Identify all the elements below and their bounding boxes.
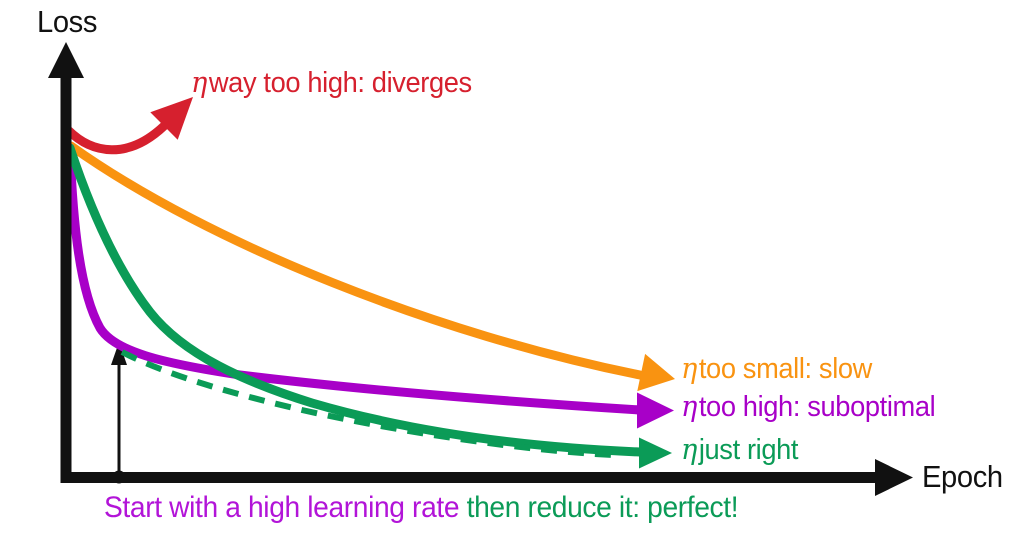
label-just-right-text: just right [698, 434, 799, 466]
curve-too-small-arrowhead [637, 353, 675, 392]
eta-symbol: η [681, 432, 697, 466]
eta-symbol: η [681, 389, 697, 423]
y-axis-label: Loss [37, 4, 98, 39]
x-axis [61, 459, 913, 496]
curve-reduce-lr-dashed [120, 349, 613, 458]
eta-symbol: η [681, 351, 697, 385]
caption-part2: then reduce it: perfect! [466, 491, 739, 524]
label-diverges-text: way too high: diverges [208, 67, 472, 99]
curve-too-high [65, 143, 645, 415]
label-too-small: ηtoo small: slow [681, 353, 872, 384]
label-too-small-text: too small: slow [698, 353, 872, 385]
curve-too-high-arrowhead [637, 392, 674, 429]
curve-just-right [65, 143, 645, 457]
eta-symbol: η [191, 65, 207, 99]
curve-diverges-arrowhead [150, 97, 193, 140]
label-just-right: ηjust right [681, 434, 798, 465]
caption-part1: Start with a high learning rate [104, 491, 467, 524]
label-too-high: ηtoo high: suboptimal [681, 389, 936, 423]
curve-just-right-arrowhead [639, 437, 672, 469]
x-axis-label: Epoch [922, 459, 1003, 494]
caption-pointer-arrow [111, 342, 127, 484]
label-too-high-text: too high: suboptimal [698, 391, 936, 423]
caption: Start with a high learning rate then red… [104, 491, 739, 524]
label-diverges: ηway too high: diverges [191, 67, 472, 98]
y-axis [48, 42, 84, 483]
curve-too-small [66, 141, 645, 380]
curve-diverges [63, 121, 169, 155]
